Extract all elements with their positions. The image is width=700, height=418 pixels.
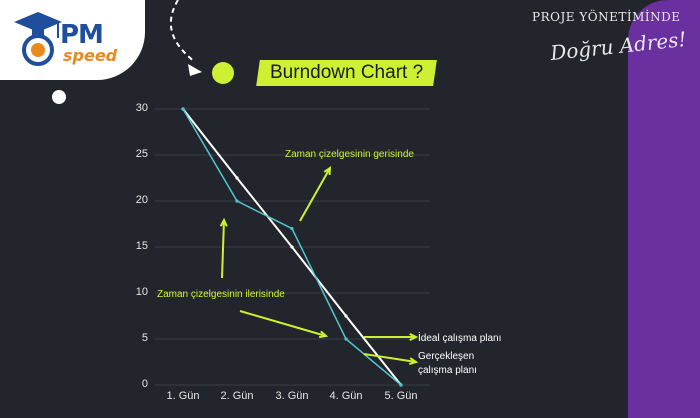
- actual-line-point: [344, 337, 348, 341]
- logo-card: PM speed: [0, 0, 145, 80]
- y-tick-label: 15: [135, 240, 148, 252]
- actual-line-point: [399, 383, 403, 387]
- arrow-ahead-up-head: [219, 217, 228, 227]
- x-tick-label: 4. Gün: [329, 390, 363, 402]
- brand-tagline: PROJE YÖNETİMİNDE: [532, 10, 681, 24]
- annotation-ahead-schedule: Zaman çizelgesinin ilerisinde: [157, 289, 285, 300]
- arrow-actual-label: [363, 353, 417, 363]
- ideal-line-point: [290, 245, 294, 249]
- y-tick-label: 5: [141, 332, 148, 344]
- x-tick-label: 2. Gün: [220, 390, 254, 402]
- arrow-actual-label-head: [409, 357, 419, 366]
- title-dot: [212, 62, 234, 84]
- actual-line-point: [235, 199, 239, 203]
- y-tick-label: 30: [135, 102, 148, 114]
- arrow-ahead-up: [221, 219, 225, 279]
- legend-ideal-label: İdeal çalışma planı: [418, 333, 502, 344]
- legend-actual-label-line1: Gerçekleşen: [418, 351, 475, 362]
- ideal-line-point: [235, 176, 239, 180]
- annotation-behind-schedule: Zaman çizelgesinin gerisinde: [285, 149, 414, 160]
- x-tick-label: 3. Gün: [275, 390, 309, 402]
- y-tick-label: 10: [135, 286, 148, 298]
- actual-line-point: [290, 227, 294, 231]
- logo-speed-text: speed: [63, 46, 118, 65]
- graduation-cap-icon: [14, 12, 62, 66]
- x-tick-label: 5. Gün: [384, 390, 418, 402]
- arrow-ahead-right-head: [318, 330, 329, 339]
- arrow-ideal-label-head: [409, 333, 419, 341]
- arrow-behind-head: [323, 165, 332, 176]
- decor-white-dot: [52, 90, 66, 104]
- y-tick-label: 0: [141, 378, 148, 390]
- logo-pm-text: PM: [60, 20, 104, 50]
- legend-actual-label-line2: çalışma planı: [418, 365, 477, 376]
- x-tick-label: 1. Gün: [166, 390, 200, 402]
- y-tick-label: 25: [135, 148, 148, 160]
- arrow-behind: [299, 167, 331, 222]
- actual-line-point: [181, 107, 185, 111]
- purple-side-panel: [628, 0, 700, 418]
- arrow-ahead-right: [239, 310, 327, 337]
- y-tick-label: 20: [135, 194, 148, 206]
- ideal-line-point: [344, 314, 348, 318]
